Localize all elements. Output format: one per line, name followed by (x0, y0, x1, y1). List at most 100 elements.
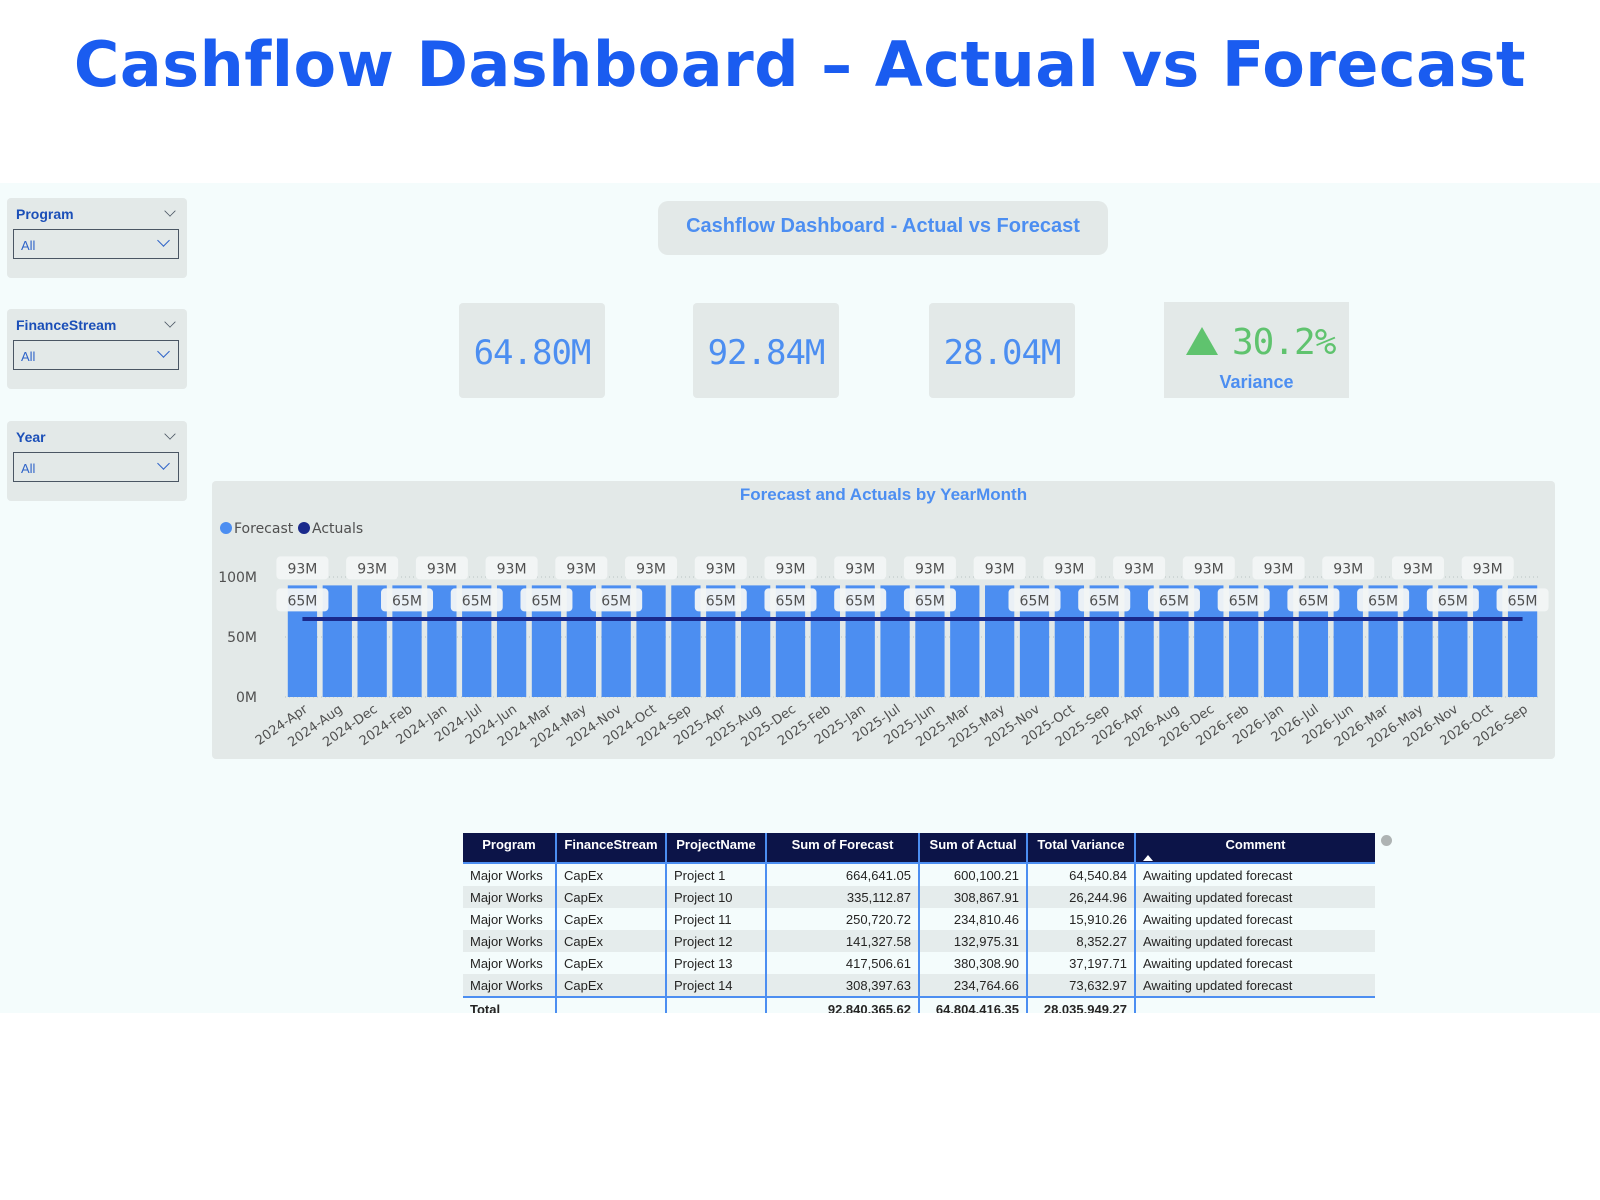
forecast-data-label: 93M (1333, 561, 1363, 577)
table-cell: 37,197.71 (1026, 952, 1135, 974)
table-row[interactable]: Major Works CapEx Project 1 664,641.05 600,1… (463, 863, 1375, 886)
kpi-variance-pct-card[interactable]: 30.2% Variance (1164, 302, 1349, 398)
actuals-data-label-bg (1147, 588, 1200, 612)
table-cell: Major Works (463, 930, 556, 952)
forecast-data-label-bg (903, 556, 956, 580)
year-dropdown[interactable]: All (13, 452, 179, 482)
chevron-down-icon[interactable] (157, 234, 170, 247)
table-row[interactable]: Major Works CapEx Project 12 141,327.58 132,… (463, 930, 1375, 952)
forecast-data-label-bg (485, 556, 538, 580)
table-cell: 8,352.27 (1026, 930, 1135, 952)
table-cell: Awaiting updated forecast (1134, 886, 1375, 908)
kpi-forecast-card[interactable]: 92.84M (693, 303, 839, 398)
table-cell: CapEx (555, 952, 666, 974)
column-header[interactable]: Comment (1134, 833, 1375, 863)
forecast-data-label-bg (1461, 556, 1514, 580)
table-cell: 308,867.91 (918, 886, 1027, 908)
table-row[interactable]: Major Works CapEx Project 11 250,720.72 234,… (463, 908, 1375, 930)
kpi-variance-label: Variance (1219, 372, 1294, 392)
year-slicer[interactable]: Year All (7, 421, 187, 501)
table-cell: Project 12 (665, 930, 766, 952)
forecast-data-label-bg (764, 556, 817, 580)
column-header[interactable]: FinanceStream (555, 833, 666, 863)
actuals-data-label: 65M (1298, 593, 1328, 609)
kpi-variance-amount-card[interactable]: 28.04M (929, 303, 1075, 398)
financestream-dropdown[interactable]: All (13, 340, 179, 370)
column-header[interactable]: Sum of Actual (918, 833, 1027, 863)
forecast-data-label-bg (625, 556, 678, 580)
table-cell (555, 996, 666, 1013)
table-cell: Major Works (463, 886, 556, 908)
actuals-data-label-bg (903, 588, 956, 612)
table-cell: 141,327.58 (765, 930, 919, 952)
actuals-data-label: 65M (1229, 593, 1259, 609)
program-dropdown[interactable]: All (13, 229, 179, 259)
table-cell: Project 14 (665, 974, 766, 997)
table-cell: 600,100.21 (918, 863, 1027, 886)
scrollbar-handle[interactable] (1381, 835, 1392, 846)
program-slicer[interactable]: Program All (7, 198, 187, 278)
table-cell: Awaiting updated forecast (1134, 952, 1375, 974)
legend-label: Forecast (234, 521, 294, 537)
table-cell (1134, 996, 1375, 1013)
table-row[interactable]: Major Works CapEx Project 14 308,397.63 234,… (463, 974, 1375, 997)
column-header[interactable]: Program (463, 833, 556, 863)
table-cell: CapEx (555, 886, 666, 908)
table-cell: Awaiting updated forecast (1134, 863, 1375, 886)
actuals-data-label-bg (764, 588, 817, 612)
program-dropdown-value: All (21, 238, 36, 253)
table-cell: 28,035,949.27 (1026, 996, 1135, 1013)
forecast-data-label-bg (415, 556, 468, 580)
chart-svg: Forecast and Actuals by YearMonth Forecas… (218, 485, 1549, 751)
actuals-data-label: 65M (462, 593, 492, 609)
forecast-actuals-chart[interactable]: Forecast and Actuals by YearMonth Forecas… (212, 481, 1555, 759)
chevron-down-icon[interactable] (157, 345, 170, 358)
table-cell: 15,910.26 (1026, 908, 1135, 930)
table-cell (665, 996, 766, 1013)
forecast-data-label-bg (1113, 556, 1166, 580)
forecast-data-label: 93M (427, 561, 457, 577)
forecast-data-label-bg (973, 556, 1026, 580)
forecast-data-label: 93M (706, 561, 736, 577)
forecast-data-label-bg (1043, 556, 1096, 580)
chevron-down-icon[interactable] (164, 428, 176, 440)
actuals-data-label-bg (1078, 588, 1131, 612)
table-row[interactable]: Major Works CapEx Project 13 417,506.61 380,… (463, 952, 1375, 974)
financestream-slicer[interactable]: FinanceStream All (7, 309, 187, 389)
actuals-data-label-bg (1008, 588, 1061, 612)
chevron-down-icon[interactable] (164, 205, 176, 217)
chevron-down-icon[interactable] (164, 316, 176, 328)
actuals-data-label: 65M (1368, 593, 1398, 609)
forecast-data-label-bg (1391, 556, 1444, 580)
actuals-data-label-bg (694, 588, 747, 612)
table-cell: 250,720.72 (765, 908, 919, 930)
sort-ascending-icon[interactable] (1143, 855, 1153, 861)
actuals-data-label-bg (276, 588, 329, 612)
table-cell: 64,804,416.35 (918, 996, 1027, 1013)
table-cell: 234,764.66 (918, 974, 1027, 997)
table-row[interactable]: Major Works CapEx Project 10 335,112.87 308,… (463, 886, 1375, 908)
table-cell: Major Works (463, 863, 556, 886)
forecast-data-label: 93M (1194, 561, 1224, 577)
column-header[interactable]: Total Variance (1026, 833, 1135, 863)
forecast-data-label: 93M (985, 561, 1015, 577)
table-cell: 64,540.84 (1026, 863, 1135, 886)
table-cell: Awaiting updated forecast (1134, 930, 1375, 952)
actuals-data-label: 65M (287, 593, 317, 609)
forecast-data-label: 93M (1124, 561, 1154, 577)
kpi-variance-pct-value: 30.2% (1232, 322, 1336, 363)
forecast-data-label: 93M (1054, 561, 1084, 577)
column-header[interactable]: ProjectName (665, 833, 766, 863)
chevron-down-icon[interactable] (157, 457, 170, 470)
kpi-actual-card[interactable]: 64.80M (459, 303, 605, 398)
actuals-data-label-bg (1357, 588, 1410, 612)
table-cell: 92,840,365.62 (765, 996, 919, 1013)
table-cell: Major Works (463, 974, 556, 997)
forecast-data-label: 93M (566, 561, 596, 577)
actuals-data-label-bg (1217, 588, 1270, 612)
forecast-data-label-bg (834, 556, 887, 580)
column-header[interactable]: Sum of Forecast (765, 833, 919, 863)
legend-label: Actuals (312, 521, 363, 537)
dashboard-title-card: Cashflow Dashboard - Actual vs Forecast (658, 201, 1108, 255)
project-table[interactable]: Program FinanceStream ProjectName Sum of… (463, 833, 1375, 1013)
